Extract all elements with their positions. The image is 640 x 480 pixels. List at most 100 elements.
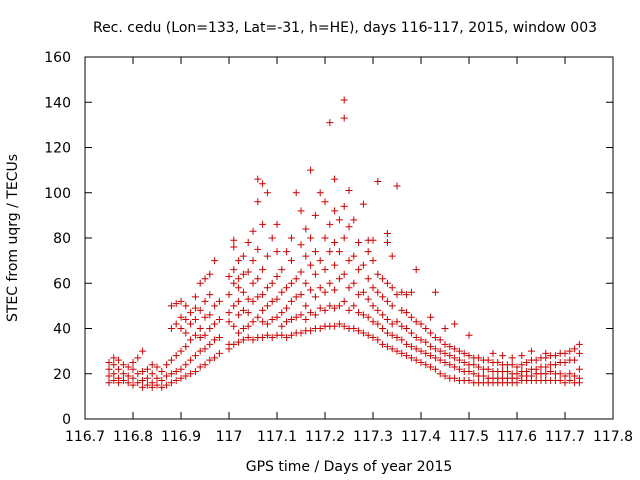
chart-title: Rec. cedu (Lon=133, Lat=-31, h=HE), days… [93, 20, 597, 36]
x-tick-label: 117.1 [257, 429, 297, 445]
data-point [355, 239, 363, 247]
data-point [211, 354, 219, 362]
data-point [350, 279, 358, 287]
data-point [244, 239, 252, 247]
data-point [134, 354, 142, 362]
data-point [355, 291, 363, 299]
data-point [355, 327, 363, 335]
data-point [422, 325, 430, 332]
data-point [196, 334, 204, 342]
data-point [115, 356, 123, 364]
data-point [263, 320, 271, 328]
data-point [326, 248, 334, 256]
data-point [542, 363, 550, 371]
data-point [163, 361, 171, 369]
data-point [355, 266, 363, 274]
data-point [196, 306, 204, 314]
data-point [254, 175, 262, 183]
data-point [307, 286, 315, 294]
data-point [307, 309, 315, 317]
data-point [259, 334, 267, 342]
data-point [518, 352, 526, 360]
data-point [235, 338, 243, 346]
data-point [110, 361, 118, 369]
data-point [244, 322, 252, 330]
data-point [446, 352, 454, 360]
data-point [542, 370, 550, 378]
data-point [167, 302, 175, 310]
data-point [263, 284, 271, 292]
data-point [302, 225, 310, 233]
data-point [172, 377, 180, 385]
data-point [412, 318, 420, 326]
data-point [393, 347, 401, 355]
data-point [470, 361, 478, 369]
data-point [364, 295, 372, 303]
data-point [143, 381, 151, 389]
data-point [326, 119, 334, 127]
data-point [225, 318, 233, 326]
data-point [407, 329, 415, 337]
x-tick-label: 117.4 [401, 429, 441, 445]
data-point [307, 327, 315, 335]
data-point [527, 347, 535, 355]
data-point [340, 322, 348, 330]
data-point [379, 325, 387, 332]
data-point [369, 334, 377, 342]
y-tick-label: 60 [53, 276, 71, 292]
data-point [239, 325, 247, 332]
data-point [191, 304, 199, 312]
data-point [388, 345, 396, 353]
data-point [139, 377, 147, 385]
data-point [177, 365, 185, 373]
data-point [167, 356, 175, 364]
data-point [287, 279, 295, 287]
data-point [532, 356, 540, 364]
data-point [532, 365, 540, 373]
data-point [470, 370, 478, 378]
data-point [297, 268, 305, 276]
data-point [259, 318, 267, 326]
data-point [268, 334, 276, 342]
data-point [335, 275, 343, 283]
data-point [115, 374, 123, 382]
data-point [283, 248, 291, 256]
data-point [196, 279, 204, 287]
data-point [211, 302, 219, 310]
data-point [427, 313, 435, 321]
data-point [465, 352, 473, 360]
data-point [249, 297, 257, 305]
data-point [479, 372, 487, 380]
data-point [187, 309, 195, 317]
data-point [417, 320, 425, 328]
data-point [340, 297, 348, 305]
data-point [230, 340, 238, 348]
data-point [575, 340, 583, 348]
data-point [177, 325, 185, 332]
data-point [110, 377, 118, 385]
data-point [235, 329, 243, 337]
data-point [388, 320, 396, 328]
data-point [561, 358, 569, 366]
data-point [230, 279, 238, 287]
data-point [105, 358, 113, 366]
x-tick-label: 117.2 [305, 429, 345, 445]
data-point [398, 336, 406, 344]
data-point [268, 234, 276, 242]
data-point [139, 347, 147, 355]
data-point [417, 358, 425, 366]
axis-ticks: 116.7 116.8 116.9 117 117.1 117.2 117.3 117.4 11… [44, 50, 633, 445]
data-point [383, 329, 391, 337]
data-point [321, 266, 329, 274]
data-point [263, 302, 271, 310]
x-tick-label: 117.6 [497, 429, 537, 445]
data-point [134, 379, 142, 387]
data-point [311, 270, 319, 278]
data-point [196, 363, 204, 371]
data-point [153, 363, 161, 371]
data-point [182, 302, 190, 310]
data-point [182, 361, 190, 369]
data-point [215, 297, 223, 305]
